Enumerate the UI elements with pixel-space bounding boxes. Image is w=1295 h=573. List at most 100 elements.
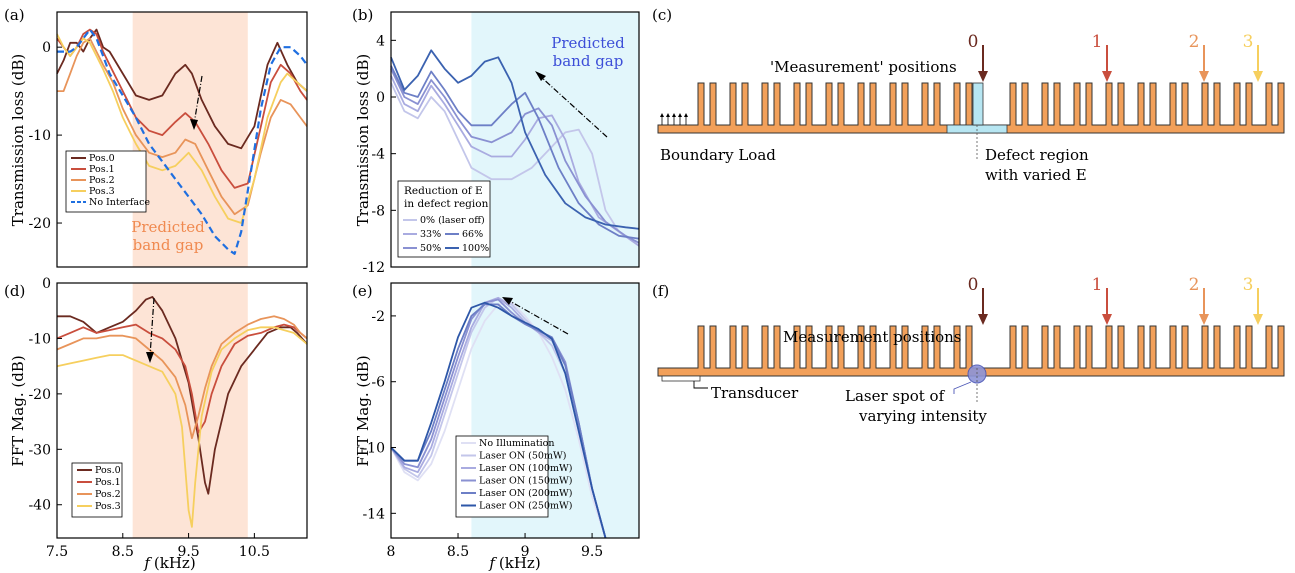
legend-entry-1: Laser ON (50mW) [479, 451, 566, 462]
panel-d: (d) 0 -10 -20 -30 -40 7.5 8.5 9.5 10.5 FFT Mag. … [4, 276, 308, 572]
transducer-leader [693, 381, 708, 389]
panel-f-beam: 0 1 2 3 [657, 275, 1285, 402]
panel-c-beam: 0 1 2 3 [657, 32, 1285, 159]
y-tick-label-b-3: -8 [371, 203, 385, 219]
panel-a-ylabel: Transmission loss (dB) [9, 54, 27, 226]
legend-entry-3: Laser ON (150mW) [479, 476, 572, 487]
panel-d-xlabel-f: f [143, 554, 152, 572]
panel-a-bandgap-region [132, 12, 248, 267]
series-line-b-2 [390, 68, 640, 244]
panel-a-ticks: 0 -10 -20 [28, 40, 62, 232]
panel-d-trend-arrowhead [146, 352, 154, 363]
transducer-plate [661, 375, 701, 382]
legend-entry-2: 66% [462, 229, 483, 240]
y-tick-label-b-1: 0 [376, 90, 385, 106]
series-line-d-2 [56, 315, 308, 440]
series-line-e-4 [390, 303, 607, 539]
panel-d-xlabel: f (kHz) [143, 554, 195, 572]
position-label-0: 0 [968, 32, 979, 52]
legend-entry-0: Pos.0 [89, 153, 115, 164]
panel-e-ylabel: FFT Mag. (dB) [354, 355, 372, 466]
panel-d-bandgap-region [132, 283, 248, 538]
panel-b: (b) 4 0 -4 -8 -12 Transmission loss (dB) Pre… [352, 6, 640, 276]
x-tick-label-e-0: 8 [387, 544, 396, 560]
panel-b-frame [390, 11, 640, 268]
y-tick-label-d-3: -30 [28, 442, 51, 458]
y-tick-label-a-2: -20 [28, 216, 51, 232]
panel-e-series [390, 296, 607, 539]
x-tick-label-d-3: 10.5 [239, 544, 270, 560]
series-line-b-1 [390, 75, 640, 247]
load-arrowhead-4 [684, 113, 688, 117]
panel-e: (e) -2 -6 -10 -14 8 8.5 9 9.5 FFT Mag. (dB) f (k… [352, 282, 640, 572]
panel-b-bandgap-label-1: Predicted [551, 34, 625, 52]
y-tick-label-e-2: -10 [362, 441, 385, 457]
panel-d-series [56, 295, 308, 528]
panel-a-frame [56, 11, 308, 268]
panel-d-xlabel-unit: (kHz) [154, 554, 196, 572]
panel-b-trend-arrow [539, 75, 608, 138]
series-line-b-3 [390, 65, 640, 240]
y-tick-label-d-0: 0 [42, 276, 51, 292]
series-line-d-0 [57, 295, 308, 495]
x-tick-label-d-2: 9.5 [177, 544, 199, 560]
panel-a: (a) 0 -10 -20 Transmission loss (dB) Predi… [4, 6, 308, 268]
position-label-3: 3 [1243, 32, 1254, 52]
series-line-e-5 [390, 301, 607, 539]
position-arrowhead-2 [1199, 314, 1209, 325]
panel-c: (c) 0 1 2 3 'Measurement' positions Boundar… [652, 6, 1285, 184]
legend-box [71, 462, 123, 518]
y-tick-label-d-1: -10 [28, 331, 51, 347]
panel-f-label: (f) [652, 282, 669, 300]
panel-e-xlabel-unit: (kHz) [499, 554, 541, 572]
series-line-a-4 [57, 28, 308, 255]
legend-entry-1: 33% [420, 229, 441, 240]
y-tick-label-e-1: -6 [371, 375, 385, 391]
y-tick-label-e-3: -14 [362, 506, 385, 522]
legend-entry-4: 100% [462, 243, 489, 254]
series-line-a-3 [56, 33, 308, 224]
panel-d-ylabel: FFT Mag. (dB) [9, 355, 27, 466]
laser-leader [953, 381, 972, 394]
beam-shape [657, 325, 1285, 377]
panel-f-laser-line2: varying intensity [858, 407, 987, 425]
series-line-b-0 [390, 82, 640, 247]
panel-e-ticks: -2 -6 -10 -14 8 8.5 9 9.5 [362, 309, 603, 560]
panel-e-trend-arrow [507, 299, 569, 335]
legend-entry-2: Pos.2 [89, 175, 115, 186]
x-tick-label-d-1: 8.5 [112, 544, 134, 560]
x-tick-label-e-3: 9.5 [581, 544, 603, 560]
panel-a-bandgap-label-2: band gap [133, 236, 204, 254]
panel-c-defect-line2: with varied E [985, 166, 1087, 184]
panel-c-label: (c) [652, 6, 672, 24]
position-label-3: 3 [1243, 275, 1254, 295]
panel-b-legend: Reduction of Ein defect region 0% (laser … [397, 180, 491, 258]
panel-b-series [390, 49, 640, 247]
position-label-0: 0 [968, 275, 979, 295]
panel-f-transducer: Transducer [711, 384, 799, 402]
panel-a-series [56, 28, 308, 255]
y-tick-label-a-0: 0 [42, 40, 51, 56]
y-tick-label-d-4: -40 [28, 498, 51, 514]
position-arrowhead-1 [1102, 71, 1112, 82]
series-line-b-4 [390, 49, 640, 230]
panel-b-trend-arrowhead [535, 71, 546, 81]
panel-e-frame [390, 282, 640, 539]
load-arrowhead-3 [678, 113, 682, 117]
legend-box [455, 435, 549, 518]
panel-d-label: (d) [4, 282, 25, 300]
series-line-d-3 [56, 326, 308, 528]
panel-d-ticks: 0 -10 -20 -30 -40 7.5 8.5 9.5 10.5 [28, 276, 270, 560]
panel-c-defect-line1: Defect region [985, 146, 1089, 164]
y-tick-label-b-0: 4 [376, 33, 385, 49]
position-label-2: 2 [1189, 32, 1200, 52]
legend-entry-0: Pos.0 [95, 465, 121, 476]
position-arrowhead-3 [1253, 71, 1263, 82]
y-tick-label-b-4: -12 [362, 260, 385, 276]
legend-entry-3: 50% [420, 243, 441, 254]
panel-c-boundary-load: Boundary Load [660, 146, 776, 164]
y-tick-label-e-0: -2 [371, 309, 385, 325]
legend-entry-4: Laser ON (200mW) [479, 488, 572, 499]
